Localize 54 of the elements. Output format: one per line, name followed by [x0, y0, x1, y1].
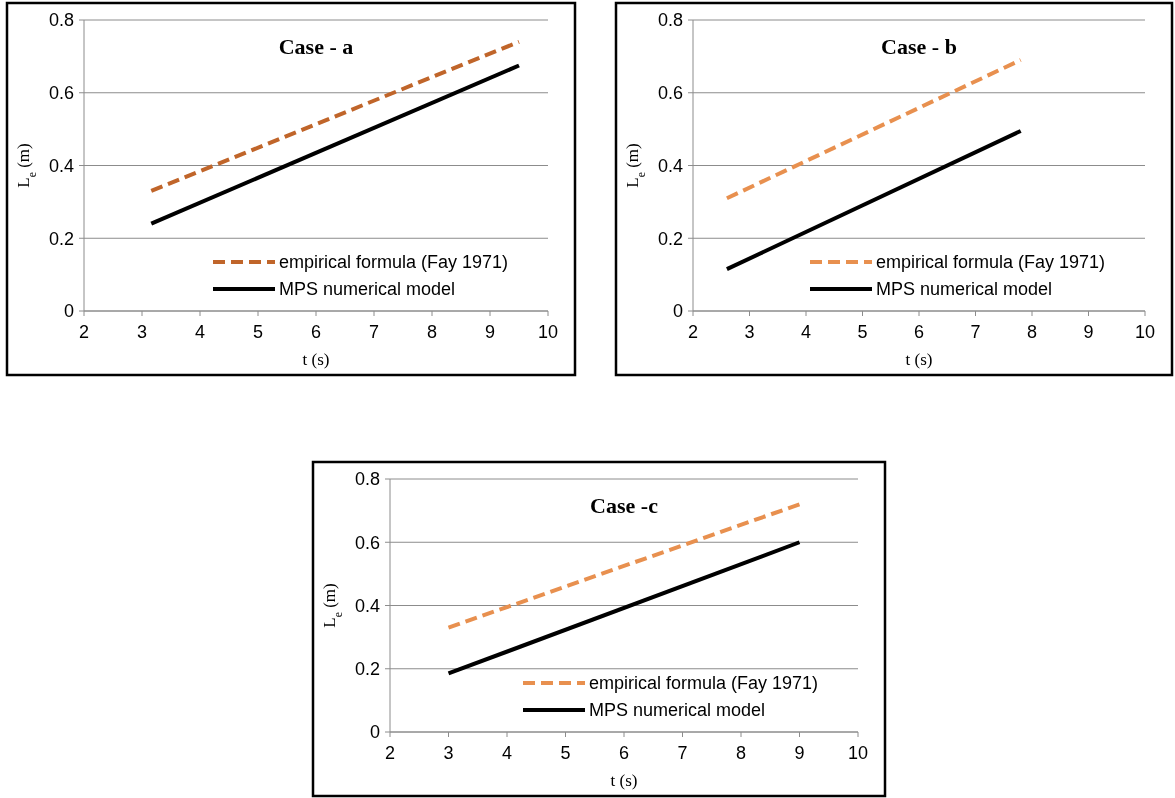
- y-tick-label: 0.8: [657, 10, 683, 31]
- x-tick-label: 7: [677, 743, 688, 763]
- x-tick-label: 10: [1134, 322, 1156, 342]
- y-tick-label: 0.8: [48, 10, 74, 31]
- y-tick-label: 0.2: [48, 228, 74, 249]
- x-tick-label: 4: [501, 743, 513, 763]
- x-tick-label: 2: [687, 322, 699, 342]
- x-axis-title: t (s): [610, 771, 638, 790]
- x-tick-label: 3: [136, 322, 148, 342]
- x-tick-label: 3: [744, 322, 755, 342]
- legend-label: empirical formula (Fay 1971): [589, 673, 819, 694]
- x-tick-label: 8: [426, 322, 438, 342]
- legend-label: MPS numerical model: [589, 700, 766, 721]
- text: Case - a: [278, 34, 354, 59]
- text: Case -c: [590, 493, 659, 518]
- x-tick-label: 9: [1083, 322, 1094, 342]
- y-tick-label: 0.6: [657, 83, 683, 104]
- x-tick-label: 8: [735, 743, 747, 763]
- y-tick-label: 0.4: [657, 155, 683, 176]
- x-tick-label: 10: [537, 322, 559, 342]
- x-tick-label: 5: [857, 322, 868, 342]
- x-tick-label: 9: [794, 743, 805, 763]
- x-tick-label: 4: [194, 322, 206, 342]
- legend-label: empirical formula (Fay 1971): [876, 252, 1106, 273]
- y-tick-label: 0.8: [354, 469, 380, 490]
- y-tick-label: 0: [672, 301, 683, 322]
- legend-label: MPS numerical model: [279, 279, 456, 300]
- y-tick-label: 0.2: [657, 228, 683, 249]
- text: Case - b: [881, 34, 957, 59]
- y-tick-label: 0.2: [354, 659, 380, 680]
- x-tick-label: 10: [847, 743, 869, 763]
- x-tick-label: 2: [384, 743, 396, 763]
- x-tick-label: 8: [1026, 322, 1038, 342]
- x-tick-label: 6: [310, 322, 322, 342]
- x-tick-label: 2: [78, 322, 90, 342]
- y-tick-label: 0: [63, 301, 74, 322]
- x-axis-title: t (s): [905, 350, 933, 369]
- x-tick-label: 3: [443, 743, 454, 763]
- y-tick-label: 0.4: [48, 155, 74, 176]
- y-tick-label: 0.6: [48, 83, 74, 104]
- x-tick-label: 7: [970, 322, 981, 342]
- y-tick-label: 0.4: [354, 595, 380, 616]
- x-tick-label: 4: [800, 322, 812, 342]
- x-tick-label: 9: [484, 322, 496, 342]
- x-tick-label: 5: [560, 743, 571, 763]
- legend-label: MPS numerical model: [876, 279, 1053, 300]
- x-tick-label: 7: [368, 322, 380, 342]
- legend-label: empirical formula (Fay 1971): [279, 252, 509, 273]
- x-tick-label: 5: [252, 322, 264, 342]
- y-tick-label: 0.6: [354, 532, 380, 553]
- x-axis-title: t (s): [302, 350, 330, 369]
- x-tick-label: 6: [913, 322, 925, 342]
- y-tick-label: 0: [369, 722, 380, 743]
- x-tick-label: 6: [618, 743, 630, 763]
